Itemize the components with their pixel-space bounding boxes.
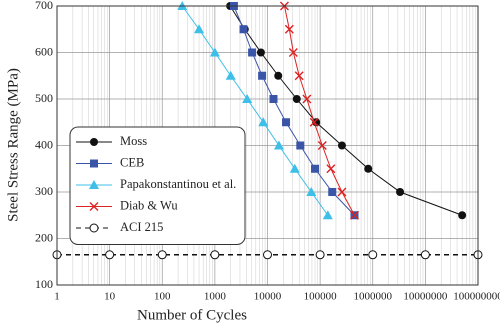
marker (284, 24, 294, 34)
marker (256, 48, 265, 57)
plot-frame (56, 5, 479, 286)
marker (458, 211, 467, 220)
legend-marker (89, 202, 99, 211)
marker (322, 210, 333, 220)
marker (258, 117, 269, 127)
x-tick-label: 1 (54, 291, 60, 303)
y-tick-label: 500 (35, 91, 53, 105)
x-tick-label: 10000000 (403, 291, 448, 303)
legend-label: Moss (120, 134, 147, 148)
marker (311, 164, 320, 173)
legend-box (69, 126, 246, 245)
x-tick-label: 100000 (304, 291, 338, 303)
x-axis-title: Number of Cycles (137, 307, 247, 323)
marker (337, 187, 347, 197)
marker (309, 117, 319, 127)
marker (242, 94, 253, 103)
marker (317, 141, 327, 150)
x-tick-label: 10 (104, 291, 116, 303)
y-tick-label: 700 (35, 0, 53, 12)
marker (258, 71, 267, 80)
marker (209, 47, 220, 57)
marker (302, 94, 312, 104)
marker (368, 250, 378, 260)
marker (296, 141, 305, 150)
marker (350, 210, 359, 220)
series-line (233, 5, 355, 216)
marker (105, 250, 115, 260)
x-tick-label: 100 (154, 291, 171, 303)
marker (239, 25, 248, 34)
series-line (181, 5, 329, 216)
marker (210, 250, 220, 260)
marker (282, 118, 291, 127)
marker (288, 48, 298, 57)
x-tick-label: 1000 (204, 291, 227, 303)
marker (328, 188, 337, 196)
legend-label: CEB (120, 155, 144, 169)
marker (248, 48, 257, 57)
marker (157, 250, 167, 260)
marker (306, 187, 317, 196)
marker (194, 24, 205, 34)
y-tick-label: 600 (35, 44, 53, 58)
marker (294, 71, 304, 81)
legend-marker (89, 223, 99, 233)
marker (274, 71, 283, 80)
legend-marker (90, 138, 98, 146)
y-tick-label: 300 (35, 184, 53, 198)
legend-label: Papakonstantinou et al. (120, 177, 236, 191)
series-line (229, 5, 463, 216)
marker (326, 164, 336, 174)
x-tick-label: 100000000 (453, 291, 500, 303)
marker (269, 95, 278, 103)
marker (292, 95, 301, 103)
marker (273, 140, 284, 150)
y-tick-label: 100 (35, 277, 53, 291)
series-line (283, 5, 355, 216)
marker (263, 250, 272, 260)
marker (420, 250, 430, 260)
marker (396, 188, 405, 196)
x-tick-label: 1000000 (354, 291, 393, 303)
marker (289, 163, 300, 173)
marker (225, 70, 236, 80)
y-axis-title: Steel Stress Range (MPa) (5, 68, 21, 222)
legend-label: ACI 215 (120, 220, 163, 234)
legend-marker (90, 159, 98, 168)
y-tick-label: 400 (35, 137, 53, 151)
x-tick-label: 10000 (254, 291, 282, 303)
marker (337, 141, 346, 150)
legend-label: Diab & Wu (120, 198, 178, 212)
marker (315, 250, 325, 260)
legend-marker (89, 180, 99, 189)
marker (312, 118, 321, 127)
marker (364, 164, 373, 173)
y-tick-label: 200 (35, 230, 53, 244)
